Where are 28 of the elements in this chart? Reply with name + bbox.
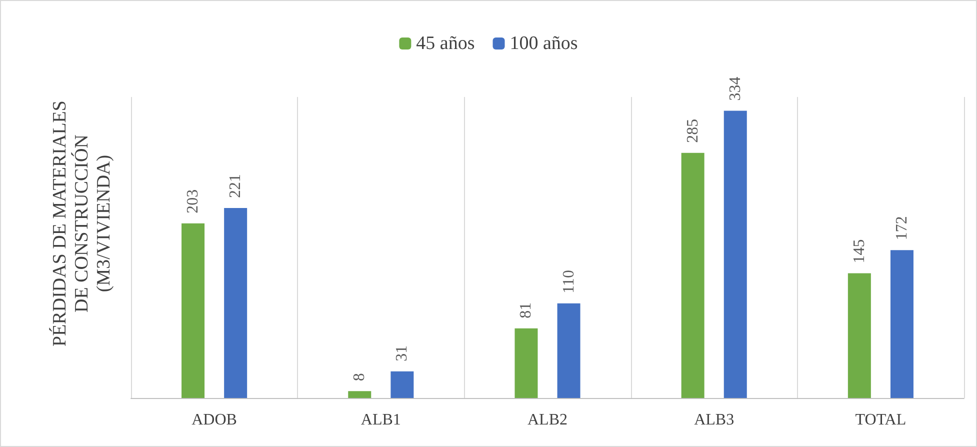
data-label: 8: [351, 373, 368, 382]
bar: [514, 328, 538, 398]
data-label: 145: [850, 239, 868, 264]
bar: [681, 152, 704, 398]
data-label: 285: [684, 118, 702, 143]
y-axis-title: PÉRDIDAS DE MATERIALES DE CONSTRUCCIÓN (M3/VIVIENDA): [48, 100, 114, 346]
data-label: 221: [227, 174, 244, 198]
bar: [390, 371, 414, 398]
data-label: 110: [560, 270, 578, 294]
x-tick-label: TOTAL: [855, 412, 906, 428]
data-label: 172: [893, 216, 910, 240]
bar: [890, 250, 914, 398]
data-label: 203: [184, 189, 202, 214]
legend-label: 100 años: [510, 33, 578, 54]
x-tick-label: ALB1: [360, 412, 401, 428]
bar: [348, 391, 372, 398]
x-tick-label: ADOB: [192, 412, 237, 428]
bar: [182, 223, 205, 398]
bar: [224, 208, 248, 398]
data-label: 334: [726, 76, 744, 101]
data-label: 81: [518, 302, 535, 318]
x-tick-label: ALB3: [694, 412, 734, 428]
x-tick-label: ALB2: [528, 412, 568, 428]
bar: [848, 273, 871, 398]
bar: [557, 303, 580, 398]
bar: [724, 110, 747, 398]
legend-label: 45 años: [416, 33, 475, 54]
data-label: 31: [394, 345, 411, 362]
